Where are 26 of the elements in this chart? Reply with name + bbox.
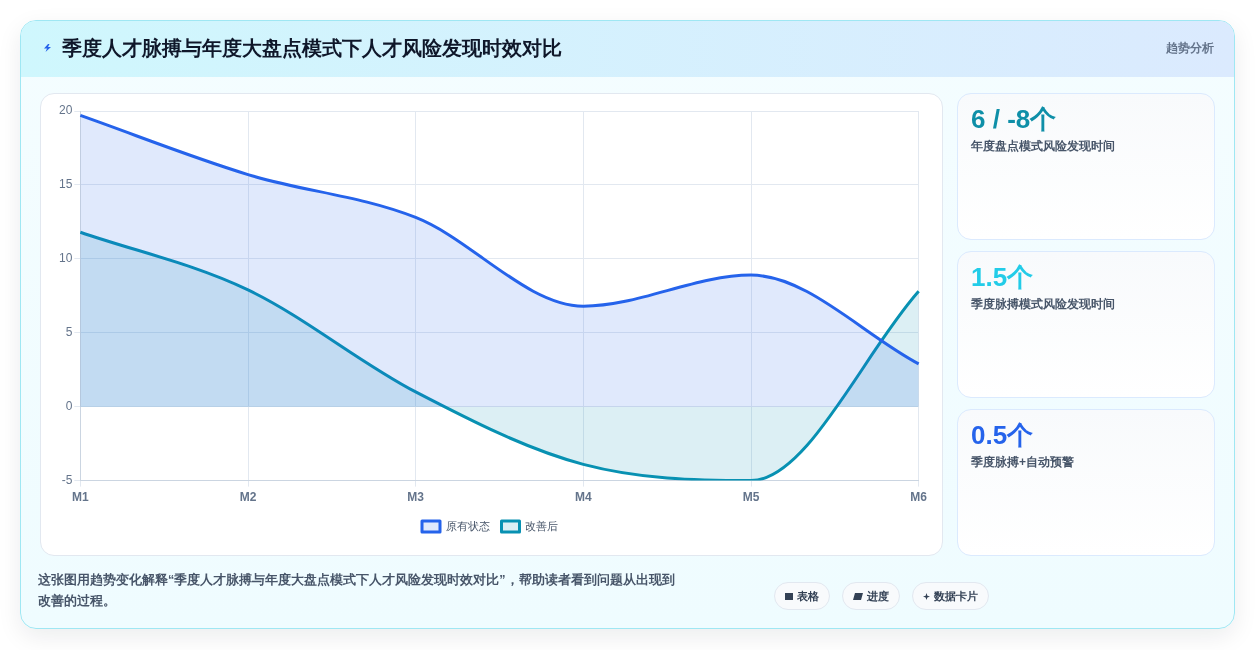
text: 这张图用趋势变化解释“季度人才脉搏与年度大盘点模式下人才风险发现时效对比”，帮助读者看到问题从出现到改善的过程。 xyxy=(38,571,676,610)
text: 数据卡片 xyxy=(934,588,978,604)
text: 表格 xyxy=(797,588,819,604)
x-tick-label: M1 xyxy=(72,490,90,505)
text: 年度盘点模式风险发现时间 xyxy=(971,138,1115,154)
text: 趋势分析 xyxy=(1166,40,1214,56)
y-tick-label: 0 xyxy=(65,398,73,413)
x-tick-label: M5 xyxy=(742,490,760,505)
x-tick-label: M4 xyxy=(575,490,592,505)
y-tick-label: 10 xyxy=(58,251,73,266)
x-tick-label: M2 xyxy=(239,490,257,505)
text: 季度脉搏+自动预警 xyxy=(971,454,1075,470)
text: 进度 xyxy=(867,588,889,604)
x-tick-label: M6 xyxy=(910,490,928,505)
text: 季度脉搏模式风险发现时间 xyxy=(971,296,1115,312)
y-tick-label: 15 xyxy=(58,177,73,192)
y-tick-label: 20 xyxy=(58,103,73,118)
y-tick-label: -5 xyxy=(61,472,73,487)
text: 6 / -8个 xyxy=(971,103,1057,135)
x-tick-label: M3 xyxy=(407,490,425,505)
legend-label: 改善后 xyxy=(525,519,558,532)
chart-title: 季度人才脉搏与年度大盘点模式下人才风险发现时效对比 xyxy=(62,36,562,61)
y-tick-label: 5 xyxy=(65,325,73,340)
text: 1.5个 xyxy=(971,261,1034,293)
text: 0.5个 xyxy=(971,419,1034,451)
legend-label: 原有状态 xyxy=(445,519,490,532)
